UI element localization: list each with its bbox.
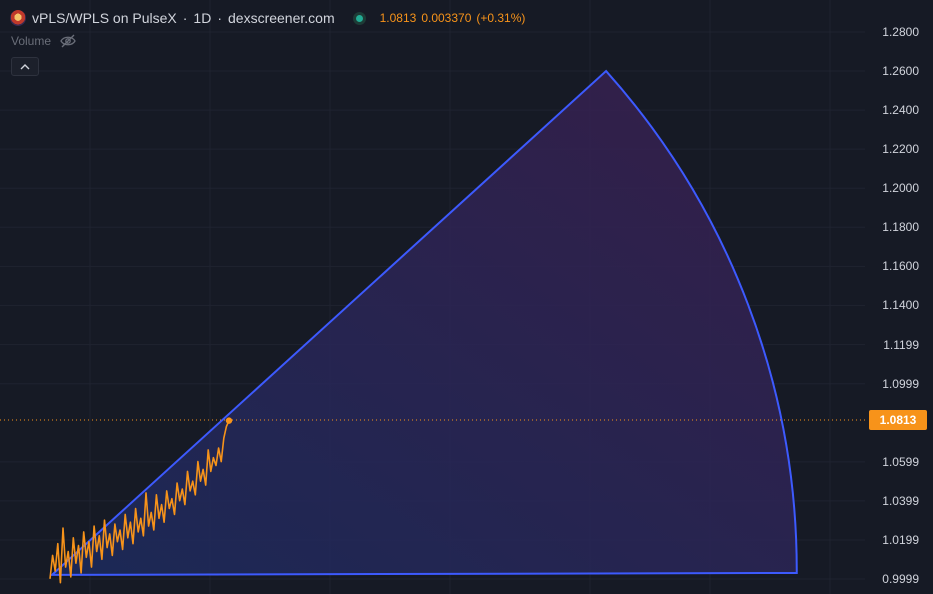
interval-label[interactable]: 1D [193,10,212,26]
pair-title[interactable]: vPLS/WPLS on PulseX [32,10,177,26]
change-percent: (+0.31%) [476,11,526,25]
price-axis-tick-label: 1.1400 [882,298,919,313]
price-axis-tick-label: 1.1800 [882,220,919,235]
price-axis-tick-label: 1.1600 [882,259,919,274]
price-axis-tick-label: 1.2200 [882,142,919,157]
volume-indicator-row[interactable]: Volume [11,34,77,48]
volume-label: Volume [11,34,52,48]
pulsechain-token-logo-icon [10,10,26,26]
change-value: 0.003370 [421,11,472,25]
chevron-up-icon [20,64,30,70]
legend-separator: · [217,10,222,26]
price-axis-tick-label: 1.0999 [882,376,919,391]
price-axis-tick-label: 1.0599 [882,454,919,469]
last-price-tag: 1.0813 [869,410,927,431]
collapse-legend-button[interactable] [11,57,39,76]
legend-separator: · [182,10,188,26]
fan-sector-drawing[interactable] [49,69,798,576]
price-axis-tick-label: 1.0399 [882,493,919,508]
price-axis-tick-label: 1.2400 [882,103,919,118]
source-label: dexscreener.com [228,10,335,26]
ohlc-values: 1.0813 0.003370 (+0.31%) [380,11,526,25]
price-series-line [49,420,230,584]
price-axis-tick-label: 1.2000 [882,181,919,196]
eye-off-icon[interactable] [59,34,77,48]
market-status-dot-icon [352,11,366,25]
price-axis-tick-label: 1.1199 [883,337,919,352]
price-axis-tick-label: 1.2600 [882,64,919,79]
price-axis-tick-label: 1.2800 [882,25,919,39]
price-axis-tick-label: 0.9999 [882,572,919,586]
close-value: 1.0813 [379,11,417,25]
last-price-marker [225,417,233,424]
chart-legend: vPLS/WPLS on PulseX · 1D · dexscreener.c… [10,9,525,27]
price-axis-tick-label: 1.0199 [882,532,919,547]
